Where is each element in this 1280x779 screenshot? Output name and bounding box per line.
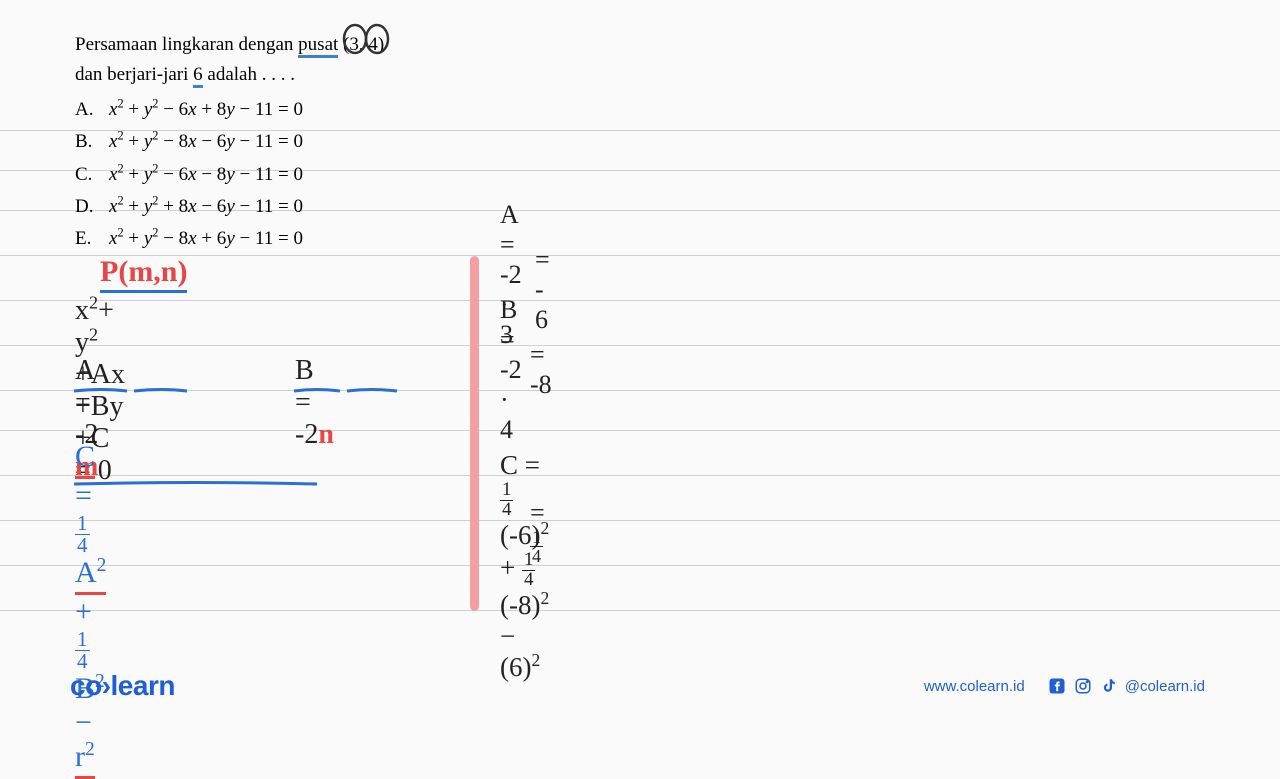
option-c: C. x2 + y2 − 6x − 8y − 11 = 0 [75, 159, 455, 191]
circle-annotation-icon [337, 22, 397, 71]
instagram-icon [1073, 676, 1093, 696]
problem-line2-post: adalah . . . . [203, 64, 295, 85]
option-letter: D. [75, 192, 95, 222]
problem-statement: Persamaan lingkaran dengan pusat (3, 4) … [75, 30, 455, 256]
answer-options: A. x2 + y2 − 6x + 8y − 11 = 0 B. x2 + y2… [75, 94, 455, 256]
vertical-divider [470, 256, 479, 611]
option-d: D. x2 + y2 + 8x − 6y − 11 = 0 [75, 191, 455, 223]
option-equation: x2 + y2 − 6x − 8y − 11 = 0 [109, 160, 303, 190]
option-equation: x2 + y2 − 8x − 6y − 11 = 0 [109, 127, 303, 157]
tiktok-icon [1099, 676, 1119, 696]
brand-logo: co›learn [70, 670, 175, 702]
footer-handle: @colearn.id [1125, 678, 1205, 695]
problem-line2-pre: dan berjari-jari [75, 64, 188, 85]
option-equation: x2 + y2 − 6x + 8y − 11 = 0 [109, 95, 303, 125]
calc-A2: = - 6 [535, 245, 550, 335]
pmn-label: P(m,n) [100, 255, 187, 289]
problem-line1-pre: Persamaan lingkaran dengan [75, 34, 298, 55]
problem-pusat-word: pusat [298, 34, 338, 58]
option-letter: C. [75, 160, 95, 190]
footer-social: @colearn.id [1047, 676, 1205, 696]
footer-url: www.colearn.id [924, 678, 1025, 695]
option-e: E. x2 + y2 − 8x + 6y − 11 = 0 [75, 223, 455, 255]
facebook-icon [1047, 676, 1067, 696]
option-b: B. x2 + y2 − 8x − 6y − 11 = 0 [75, 126, 455, 158]
calc-C1: C = 14(-6)2 + 14(-8)2 − (6)2 [500, 450, 549, 683]
center-circled: (3, 4) [343, 30, 384, 60]
C-formula: C = 14A2+ 14B2 − r2 [75, 440, 106, 779]
option-letter: E. [75, 224, 95, 254]
option-equation: x2 + y2 + 8x − 6y − 11 = 0 [109, 192, 303, 222]
footer-bar: co›learn www.colearn.id @colearn.id [0, 670, 1280, 702]
radius-value: 6 [193, 64, 203, 88]
calc-B1: B = -2 · 4 [500, 295, 522, 445]
option-a: A. x2 + y2 − 6x + 8y − 11 = 0 [75, 94, 455, 126]
B-formula: B = -2n [295, 355, 334, 451]
calc-B2: = -8 [530, 340, 552, 400]
option-letter: B. [75, 127, 95, 157]
option-equation: x2 + y2 − 8x + 6y − 11 = 0 [109, 224, 303, 254]
calc-C2: = 14 [530, 498, 545, 565]
option-letter: A. [75, 95, 95, 125]
